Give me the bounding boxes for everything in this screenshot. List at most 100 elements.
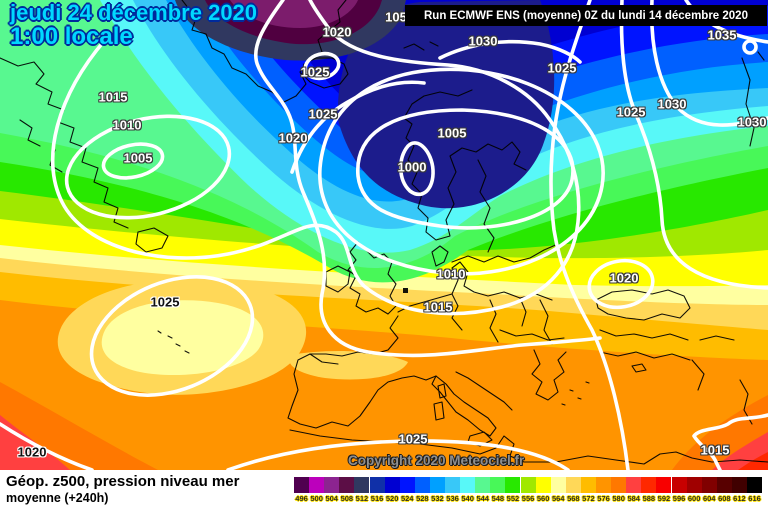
island-corsica xyxy=(437,383,447,399)
colorbar-value: 572 xyxy=(582,494,595,503)
colorbar-cell xyxy=(701,477,717,493)
colorbar-value: 576 xyxy=(597,494,610,503)
colorbar-cell xyxy=(626,477,642,493)
colorbar-value: 600 xyxy=(687,494,701,503)
colorbar-cell xyxy=(731,477,747,493)
colorbar-value: 548 xyxy=(491,494,505,503)
colorbar-cell xyxy=(490,477,506,493)
colorbar-value: 504 xyxy=(325,494,338,503)
isobar-1020-long xyxy=(253,0,602,358)
coastlines xyxy=(0,0,768,465)
coast-north-sea xyxy=(397,261,553,313)
colorbar-cell xyxy=(414,477,430,493)
islands-azores xyxy=(157,330,190,354)
colorbar-value: 512 xyxy=(355,494,369,503)
colorbar-cell xyxy=(565,477,581,493)
colorbar-value: 508 xyxy=(340,494,354,503)
isobar-1020-southwest xyxy=(0,422,94,470)
colorbar-value: 496 xyxy=(295,494,308,503)
colorbar-value: 544 xyxy=(476,494,489,503)
colorbar-cell xyxy=(475,477,491,493)
colorbar-value: 516 xyxy=(370,494,384,503)
colorbar-value: 556 xyxy=(521,494,535,503)
island-novaya-zemlya xyxy=(741,51,765,147)
colorbar-cell xyxy=(671,477,687,493)
isobar-1030-northeast xyxy=(649,0,768,127)
isobar-1025-iceland-loop xyxy=(303,51,341,81)
map-canvas xyxy=(0,0,768,470)
map-title: Géop. z500, pression niveau mer xyxy=(6,473,240,490)
colorbar-cell xyxy=(505,477,521,493)
colorbar-cell xyxy=(294,477,310,493)
colorbar-value: 500 xyxy=(310,494,323,503)
black-sea xyxy=(595,289,691,321)
weather-map xyxy=(0,0,768,470)
map-subtitle: moyenne (+240h) xyxy=(6,491,109,505)
colorbar-value: 588 xyxy=(642,494,656,503)
legend-bar: Géop. z500, pression niveau mer moyenne … xyxy=(0,470,768,512)
colorbar-cell xyxy=(656,477,672,493)
colorbar-value: 568 xyxy=(567,494,580,503)
colorbar-cell xyxy=(535,477,551,493)
coast-canada xyxy=(0,57,129,229)
colorbar-cell xyxy=(339,477,355,493)
colorbar-cell xyxy=(580,477,596,493)
isobars xyxy=(0,0,768,470)
coast-balkans xyxy=(455,371,513,411)
coast-finland xyxy=(477,159,495,253)
isobar-1010-west xyxy=(64,114,232,220)
colorbar-value: 616 xyxy=(748,494,761,503)
colorbar-cell xyxy=(747,477,763,493)
colorbar-cell xyxy=(686,477,702,493)
model-run-banner: Run ECMWF ENS (moyenne) 0Z du lundi 14 d… xyxy=(405,5,767,26)
z500-filled-contours xyxy=(0,0,768,470)
coast-north-africa xyxy=(289,429,768,465)
colorbar-cell xyxy=(611,477,627,493)
model-run-text: Run ECMWF ENS (moyenne) 0Z du lundi 14 d… xyxy=(424,9,748,22)
colorbar-value: 564 xyxy=(551,494,565,503)
colorbar-cell xyxy=(550,477,566,493)
coast-greece xyxy=(531,349,590,406)
isobar-1025-iceland-arc xyxy=(290,80,426,174)
island-svalbard xyxy=(403,41,439,51)
colorbar-value: 536 xyxy=(446,494,459,503)
isobar-1005-west xyxy=(101,142,165,180)
colorbar-value: 528 xyxy=(416,494,429,503)
isobar-1025-africa xyxy=(226,439,570,470)
colorbar-value: 592 xyxy=(657,494,671,503)
colorbar-value: 552 xyxy=(506,494,520,503)
island-sardinia xyxy=(433,401,445,421)
isobar-1015-long xyxy=(50,0,581,316)
island-ireland xyxy=(325,265,351,293)
colorbar-cell xyxy=(596,477,612,493)
coast-denmark-baltic xyxy=(431,243,559,267)
colorbar-value: 540 xyxy=(461,494,474,503)
colorbar-cell xyxy=(309,477,325,493)
city-marker xyxy=(403,288,408,293)
colorbar-value: 580 xyxy=(612,494,625,503)
colorbar-value: 596 xyxy=(672,494,686,503)
isobar-1020-ukraine xyxy=(587,258,655,310)
colorbar-cell xyxy=(429,477,445,493)
colorbar-value: 608 xyxy=(718,494,731,503)
island-cyprus xyxy=(631,363,647,373)
isobar-1025-northeast xyxy=(619,0,768,290)
colorbar-value: 532 xyxy=(431,494,444,503)
colorbar-cell xyxy=(369,477,385,493)
island-britain xyxy=(347,241,397,315)
colorbar-cell xyxy=(384,477,400,493)
isobar-1025-east xyxy=(549,0,630,470)
coast-italy xyxy=(431,375,497,437)
colorbar-value: 524 xyxy=(400,494,414,503)
colorbar-cell xyxy=(520,477,536,493)
colorbar-cell xyxy=(445,477,461,493)
isobar-small-loop xyxy=(742,39,758,55)
colorbar-cell xyxy=(399,477,415,493)
isobar-1025-azores xyxy=(89,275,255,397)
coast-turkey xyxy=(599,329,691,361)
isobar-1015-southeast xyxy=(692,413,768,470)
colorbar-cell xyxy=(716,477,732,493)
colorbar-value: 520 xyxy=(385,494,399,503)
island-newfoundland xyxy=(135,227,169,253)
